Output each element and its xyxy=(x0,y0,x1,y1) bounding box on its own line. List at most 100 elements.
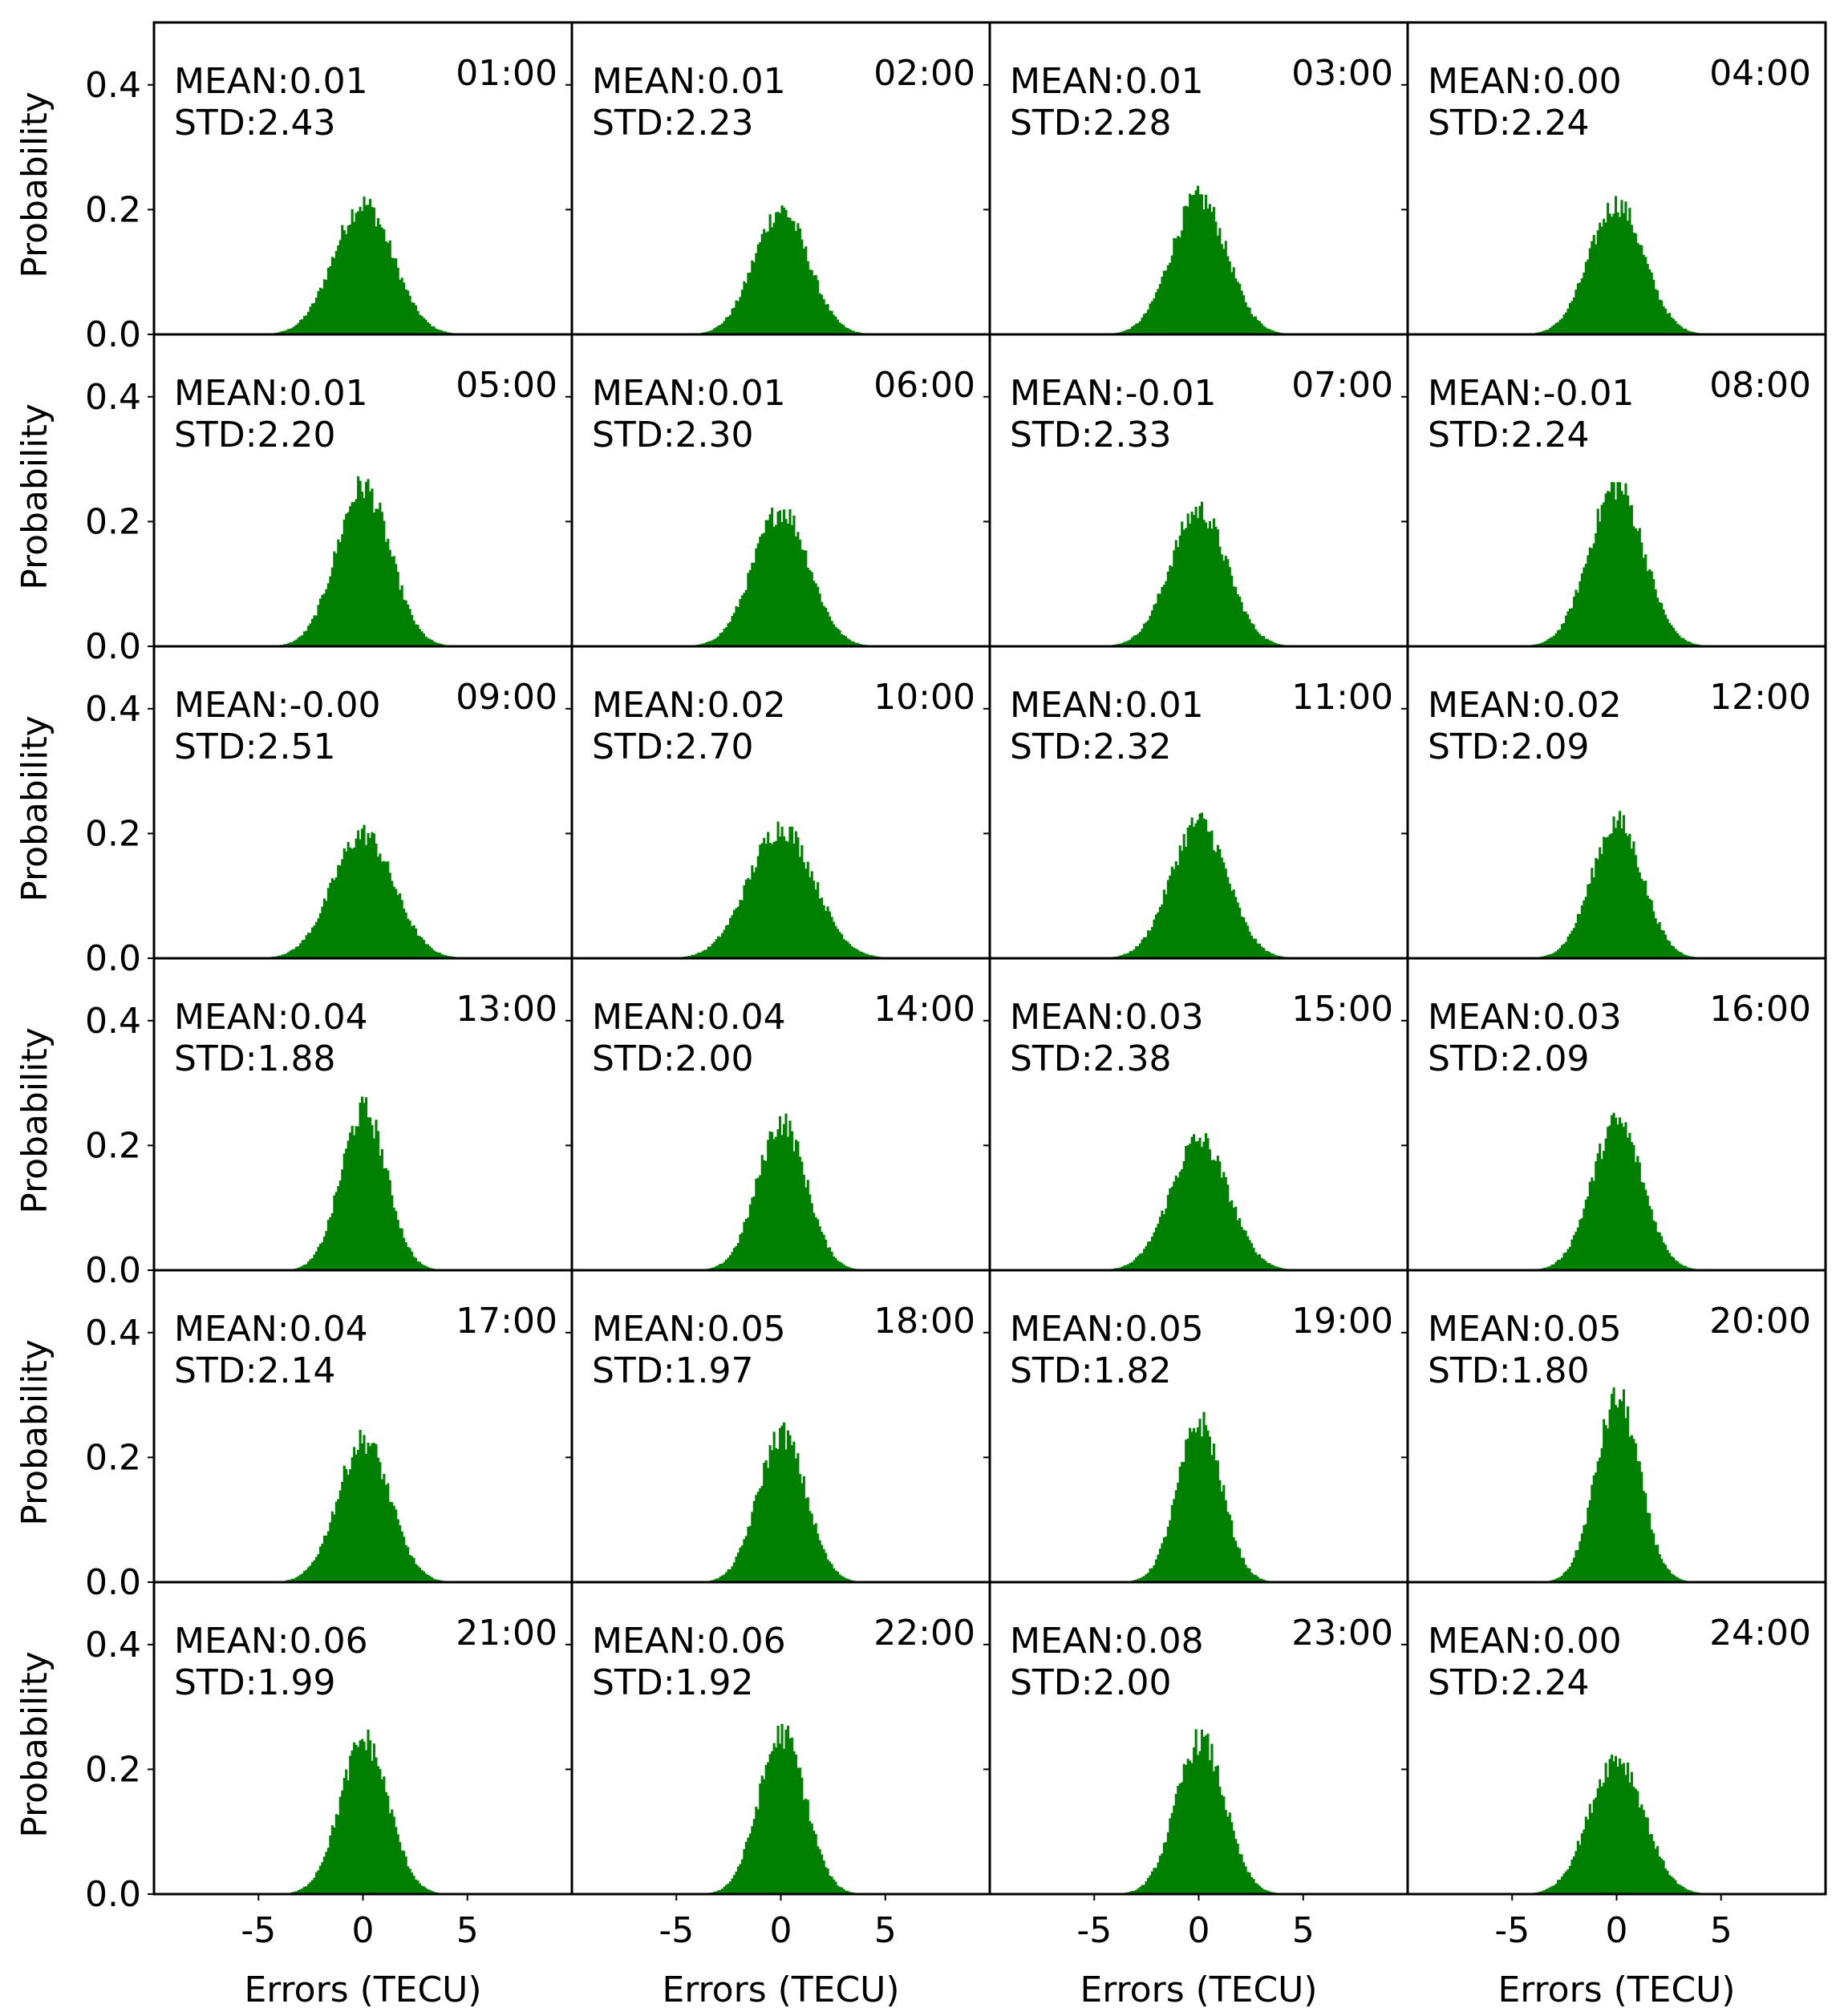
histogram-bar xyxy=(1546,1266,1550,1270)
histogram-bar xyxy=(372,833,375,958)
histogram-bar xyxy=(295,639,298,646)
histogram-bar xyxy=(1636,1460,1639,1582)
histogram-bar xyxy=(404,600,407,646)
histogram-bar xyxy=(412,1557,415,1582)
x-tick-label: 0 xyxy=(770,1910,792,1951)
histogram-bar xyxy=(321,1242,324,1270)
histogram-bar xyxy=(1262,1888,1265,1894)
histogram-bar xyxy=(351,1125,354,1270)
histogram-bar xyxy=(371,832,374,958)
histogram-bar xyxy=(711,640,714,646)
histogram-bar xyxy=(1680,1579,1683,1582)
histogram-bar xyxy=(1562,314,1566,334)
histogram-bar xyxy=(1572,1557,1575,1582)
histogram-bar xyxy=(1688,1267,1691,1270)
histogram-bar xyxy=(297,1576,300,1582)
histogram-bar xyxy=(1169,1188,1172,1270)
histogram-bar xyxy=(392,1208,395,1270)
histogram-bar xyxy=(424,944,428,958)
histogram-bar xyxy=(1208,521,1211,646)
histogram-bar xyxy=(338,240,342,334)
histogram-bar xyxy=(1670,625,1673,646)
histogram-bar xyxy=(768,1131,772,1270)
histogram-bar xyxy=(1182,206,1185,334)
histogram-bar xyxy=(1190,1431,1194,1582)
histogram-bar xyxy=(1550,953,1554,958)
histogram-bar xyxy=(307,1261,310,1270)
histogram-bar xyxy=(1664,614,1668,646)
histogram-bar xyxy=(1141,1253,1144,1270)
histogram-bar xyxy=(403,282,406,334)
y-tick-label: 0.0 xyxy=(85,626,141,667)
histogram-bar xyxy=(735,605,738,646)
histogram-bar xyxy=(1620,828,1623,958)
hour-label: 17:00 xyxy=(456,1301,557,1342)
histogram-bar xyxy=(342,1153,346,1270)
histogram-bar xyxy=(380,512,383,646)
std-annotation: STD:2.00 xyxy=(1010,1662,1171,1703)
histogram-bar xyxy=(1193,194,1196,334)
histogram-bar xyxy=(1121,331,1124,334)
std-annotation: STD:2.24 xyxy=(1428,103,1589,144)
histogram-bar xyxy=(1570,930,1574,958)
histogram-bar xyxy=(725,925,728,958)
histogram-bar xyxy=(426,638,429,646)
histogram-bar xyxy=(1150,1568,1154,1582)
histogram-bar xyxy=(1658,299,1661,334)
histogram-bar xyxy=(1656,1544,1660,1582)
histogram-bar xyxy=(744,1841,748,1894)
histogram-bar xyxy=(1648,1512,1651,1582)
histogram-bar xyxy=(1200,812,1204,958)
histogram-bar xyxy=(1230,272,1234,334)
histogram-bar xyxy=(821,601,824,646)
histogram-bar xyxy=(346,512,350,646)
histogram-bar xyxy=(399,1842,402,1894)
histogram-bar xyxy=(1599,1457,1602,1582)
histogram-bar xyxy=(1611,217,1614,334)
histogram-bar xyxy=(368,199,372,334)
histogram-bar xyxy=(383,1473,386,1582)
histogram-bar xyxy=(349,1132,352,1270)
histogram-bar xyxy=(1558,319,1562,334)
histogram-bar xyxy=(1224,868,1227,958)
histogram-bar xyxy=(420,631,424,646)
histogram-bar xyxy=(371,1760,374,1894)
histogram-bar xyxy=(1666,940,1669,958)
histogram-bar xyxy=(1650,272,1653,334)
histogram-bar xyxy=(309,1259,312,1270)
histogram-bar xyxy=(1608,1759,1611,1894)
histogram-bar xyxy=(806,1497,809,1582)
histogram-bar xyxy=(1674,1880,1677,1894)
histogram-bar xyxy=(321,1544,324,1582)
histogram-bar xyxy=(1153,1232,1156,1270)
histogram-bar xyxy=(1658,1553,1661,1582)
histogram-bar xyxy=(764,233,768,334)
histogram-bar xyxy=(739,1864,742,1894)
histogram-bar xyxy=(1584,1200,1587,1270)
histogram-bar xyxy=(1121,1266,1124,1270)
histogram-bar xyxy=(1158,593,1161,646)
histogram-bar xyxy=(1145,1881,1148,1894)
histogram-bar xyxy=(1644,1816,1647,1894)
histogram-bar xyxy=(430,1890,433,1894)
histogram-bar xyxy=(751,865,754,958)
histogram-bar xyxy=(400,277,403,334)
histogram-bar xyxy=(342,519,346,646)
histogram-bar xyxy=(1562,623,1566,646)
histogram-bar xyxy=(1125,1265,1128,1270)
histogram-bar xyxy=(1565,1871,1568,1894)
histogram-bar xyxy=(1624,832,1627,958)
histogram-bar xyxy=(1646,570,1649,646)
histogram-bar xyxy=(1244,921,1247,958)
histogram-bar xyxy=(736,607,740,646)
x-tick-label: 5 xyxy=(1292,1910,1315,1951)
histogram-bar xyxy=(1165,1208,1168,1270)
histogram-bar xyxy=(1565,941,1568,958)
histogram-bar xyxy=(311,1257,314,1270)
histogram-bar xyxy=(844,1265,847,1270)
histogram-bar xyxy=(729,314,732,334)
histogram-bar xyxy=(821,1854,824,1894)
histogram-bar xyxy=(1611,833,1614,958)
histogram-bar xyxy=(295,324,298,334)
histogram-bar xyxy=(287,952,290,958)
